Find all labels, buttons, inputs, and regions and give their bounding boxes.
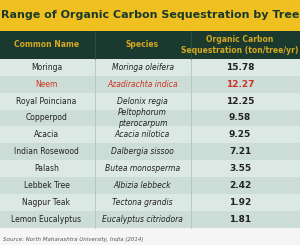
Bar xyxy=(0,0,300,31)
Text: Species: Species xyxy=(126,40,159,49)
Text: Eucalyptus citriodora: Eucalyptus citriodora xyxy=(102,215,183,224)
Text: Lebbek Tree: Lebbek Tree xyxy=(24,181,69,190)
Text: Nagpur Teak: Nagpur Teak xyxy=(22,198,70,207)
Bar xyxy=(0,76,300,93)
Text: Moringa oleifera: Moringa oleifera xyxy=(112,63,173,72)
Text: Delonix regia: Delonix regia xyxy=(117,97,168,106)
Text: 9.25: 9.25 xyxy=(229,130,251,139)
Text: Copperpod: Copperpod xyxy=(26,113,68,122)
Text: 12.25: 12.25 xyxy=(226,97,254,106)
Bar xyxy=(0,93,300,110)
Bar xyxy=(0,177,300,194)
Text: 7.21: 7.21 xyxy=(229,147,251,156)
Text: Organic Carbon
Sequestration (ton/tree/yr): Organic Carbon Sequestration (ton/tree/y… xyxy=(181,35,299,55)
Text: Acacia nilotica: Acacia nilotica xyxy=(115,130,170,139)
Bar xyxy=(0,126,300,143)
Text: Common Name: Common Name xyxy=(14,40,79,49)
Text: Dalbergia sissoo: Dalbergia sissoo xyxy=(111,147,174,156)
Text: Royal Poinciana: Royal Poinciana xyxy=(16,97,77,106)
Text: Indian Rosewood: Indian Rosewood xyxy=(14,147,79,156)
Text: 2.42: 2.42 xyxy=(229,181,251,190)
Text: 9.58: 9.58 xyxy=(229,113,251,122)
Bar xyxy=(0,31,300,59)
Text: 1.81: 1.81 xyxy=(229,215,251,224)
Bar xyxy=(0,160,300,177)
Text: Acacia: Acacia xyxy=(34,130,59,139)
Text: Butea monosperma: Butea monosperma xyxy=(105,164,180,173)
Text: 1.92: 1.92 xyxy=(229,198,251,207)
Text: Range of Organic Carbon Sequestration by Tree: Range of Organic Carbon Sequestration by… xyxy=(1,10,299,20)
Text: 3.55: 3.55 xyxy=(229,164,251,173)
Text: Albizia lebbeck: Albizia lebbeck xyxy=(114,181,171,190)
Bar xyxy=(0,211,300,228)
Text: Tectona grandis: Tectona grandis xyxy=(112,198,173,207)
Bar xyxy=(0,110,300,126)
Text: Neem: Neem xyxy=(35,80,58,89)
Text: 15.78: 15.78 xyxy=(226,63,254,72)
Text: Lemon Eucalyptus: Lemon Eucalyptus xyxy=(11,215,82,224)
Text: Source: North Maharashtra University, India (2014): Source: North Maharashtra University, In… xyxy=(3,237,143,242)
Text: 12.27: 12.27 xyxy=(226,80,254,89)
Bar xyxy=(0,194,300,211)
Text: Moringa: Moringa xyxy=(31,63,62,72)
Text: Peltophorum
pterocarpum: Peltophorum pterocarpum xyxy=(118,108,167,128)
Text: Palash: Palash xyxy=(34,164,59,173)
Text: Azadirachta indica: Azadirachta indica xyxy=(107,80,178,89)
Bar xyxy=(0,59,300,76)
Bar xyxy=(0,143,300,160)
